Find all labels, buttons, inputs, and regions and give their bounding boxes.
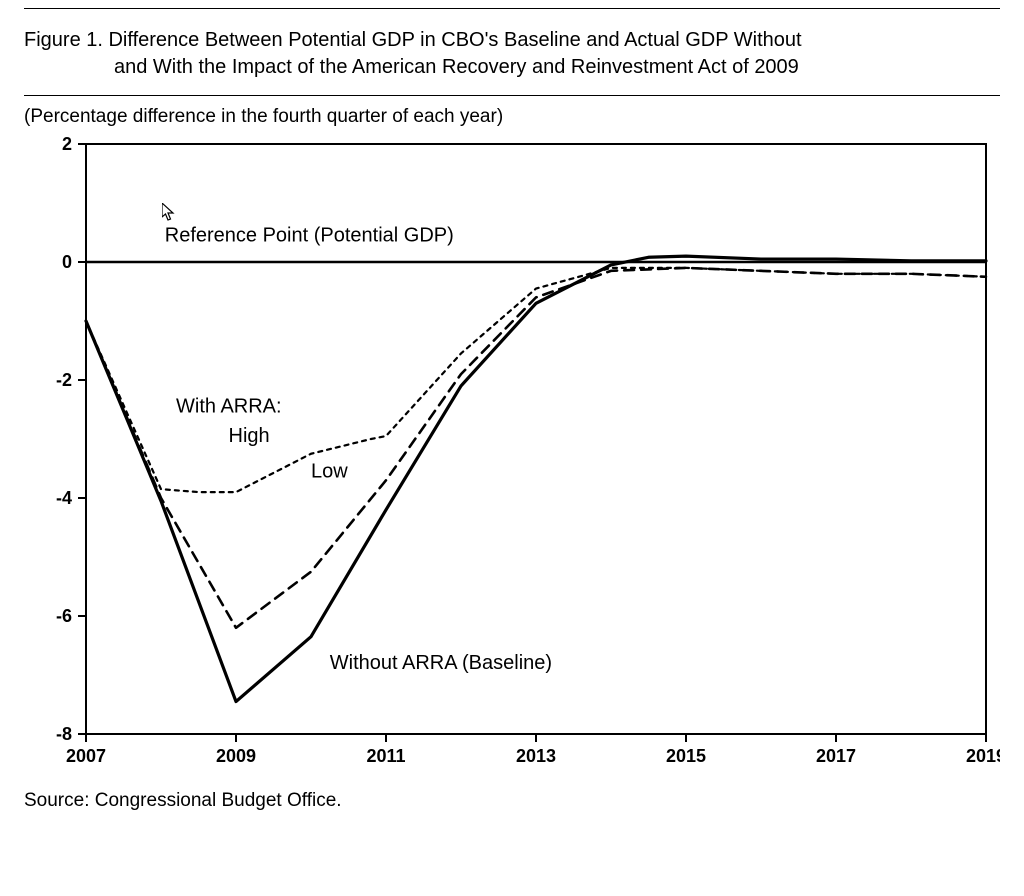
annotation-high_lbl: High (229, 425, 270, 447)
x-tick-label: 2015 (666, 746, 706, 766)
figure-page: Figure 1. Difference Between Potential G… (0, 8, 1024, 896)
y-tick-label: 0 (62, 252, 72, 272)
chart-area: -8 -6 -4 -2 0 2 2007 2009 2011 2013 2015 2017 2019 Re… (24, 134, 1000, 774)
x-tick-label: 2011 (366, 746, 405, 766)
annotation-ref_point: Reference Point (Potential GDP) (165, 224, 454, 246)
y-tick-label: 2 (62, 134, 72, 154)
y-tick-label: -4 (56, 488, 72, 508)
x-tick-label: 2019 (966, 746, 1000, 766)
annotation-without_lbl: Without ARRA (Baseline) (330, 652, 552, 674)
title-line-1: Figure 1. Difference Between Potential G… (24, 27, 1000, 54)
y-tick-label: -8 (56, 724, 72, 744)
line-chart: -8 -6 -4 -2 0 2 2007 2009 2011 2013 2015 2017 2019 Re… (24, 134, 1000, 774)
x-tick-label: 2009 (216, 746, 256, 766)
y-tick-label: -2 (56, 370, 72, 390)
figure-source: Source: Congressional Budget Office. (24, 774, 1000, 812)
title-line-2: and With the Impact of the American Reco… (24, 54, 1000, 81)
figure-title: Figure 1. Difference Between Potential G… (24, 9, 1000, 95)
y-tick-label: -6 (56, 606, 72, 626)
annotation-low_lbl: Low (311, 460, 348, 482)
figure-subtitle: (Percentage difference in the fourth qua… (24, 96, 1000, 134)
x-tick-label: 2013 (516, 746, 556, 766)
annotation-with_arra_hdr: With ARRA: (176, 395, 282, 417)
x-tick-label: 2017 (816, 746, 856, 766)
x-tick-label: 2007 (66, 746, 106, 766)
